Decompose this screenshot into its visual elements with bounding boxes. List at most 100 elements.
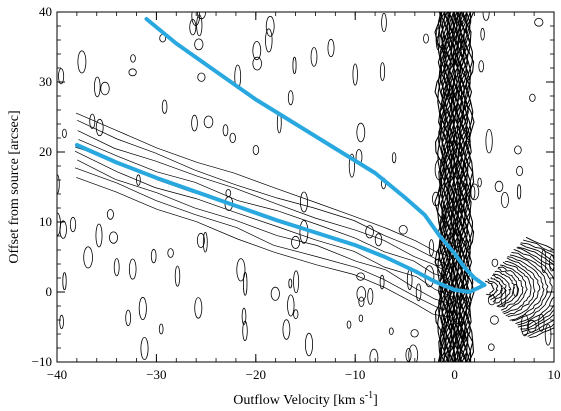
contour-line — [443, 12, 454, 362]
contour-blob — [167, 248, 174, 258]
contour-blob — [100, 81, 110, 96]
contour-blob — [379, 274, 385, 290]
y-axis-title: Offset from source [arcsec] — [7, 110, 22, 263]
x-axis-title: Outflow Velocity [km s-1] — [233, 390, 378, 408]
contour-blob — [109, 231, 119, 244]
contour-blob — [293, 270, 300, 294]
contour-blob — [194, 297, 203, 319]
contour-blob — [113, 258, 120, 277]
series-line-2 — [74, 143, 487, 294]
plot-frame — [56, 11, 555, 363]
contour-blob — [191, 114, 198, 132]
contour-line — [509, 254, 549, 322]
contour-blob — [482, 12, 490, 21]
contour-line — [458, 12, 472, 362]
contour-blob — [348, 153, 355, 178]
y-tick-label: 0 — [46, 284, 53, 299]
contour-blob — [203, 115, 214, 129]
contour-blob — [455, 14, 466, 25]
contour-line — [462, 12, 471, 362]
x-tick-label: −40 — [47, 367, 67, 382]
contour-line — [511, 251, 553, 325]
contour-line — [77, 119, 454, 269]
contour-blob — [327, 38, 335, 58]
contour-line — [500, 264, 528, 313]
contour-blob — [459, 41, 464, 50]
y-tick-label: 30 — [39, 74, 52, 89]
contour-blob — [287, 90, 294, 106]
y-tick-label: 10 — [39, 214, 52, 229]
x-tick-label: 0 — [451, 367, 458, 382]
contour-line — [487, 278, 499, 299]
x-axis-title-text: Outflow Velocity [km s — [233, 393, 365, 408]
contour-line — [513, 248, 554, 326]
contour-blob — [441, 207, 446, 220]
contour-blob — [241, 307, 247, 325]
contour-blob — [431, 191, 440, 207]
contour-line — [507, 256, 545, 321]
contour-blob — [128, 68, 137, 77]
contour-line — [497, 266, 524, 311]
contour-blob — [299, 191, 308, 213]
contour-blob — [288, 278, 293, 289]
contour-blob — [196, 232, 205, 248]
contour-blob — [242, 271, 248, 296]
contour-line — [462, 12, 475, 362]
contour-blob — [480, 27, 485, 41]
contour-blob — [94, 76, 101, 98]
contour-blob — [478, 60, 485, 73]
contour-line — [490, 277, 504, 301]
contour-blob — [516, 184, 522, 200]
y-tick-label: 40 — [39, 4, 52, 19]
contour-line — [493, 273, 512, 304]
ticks-layer — [56, 11, 555, 363]
contour-blob — [252, 41, 262, 61]
contour-field — [57, 12, 554, 362]
contour-blob — [282, 319, 291, 340]
contour-line — [76, 177, 455, 319]
series-line-1 — [144, 17, 487, 287]
contour-blob — [487, 294, 496, 306]
contour-blob — [454, 322, 462, 335]
contour-line — [448, 12, 460, 362]
contour-blob — [388, 327, 394, 335]
y-tick-label: 20 — [39, 144, 52, 159]
contour-blob — [69, 216, 77, 233]
contour-line — [77, 159, 454, 305]
contour-blob — [189, 19, 197, 36]
contour-blob — [487, 343, 495, 351]
contour-blob — [526, 319, 537, 333]
contour-blob — [489, 315, 499, 325]
contour-blob — [150, 248, 157, 264]
contour-line — [78, 139, 456, 282]
contour-blob — [291, 235, 301, 249]
contour-blob — [379, 62, 386, 81]
contour-blob — [544, 323, 552, 346]
contour-blob — [406, 269, 413, 291]
contour-blob — [485, 128, 493, 154]
contour-blob — [435, 27, 441, 51]
contour-line — [502, 261, 532, 315]
contour-blob — [287, 294, 295, 317]
contour-blob — [451, 229, 462, 249]
tick-labels-layer: −40 −30 −20 −10 0 10 −10 0 10 20 30 40 — [32, 4, 561, 382]
contour-blob — [434, 258, 442, 267]
contour-blob — [59, 314, 64, 329]
contour-blob — [265, 15, 275, 37]
contour-blob — [500, 287, 507, 308]
contour-blob — [128, 258, 137, 280]
contour-blob — [95, 118, 104, 137]
contour-blob — [356, 122, 366, 143]
contour-blob — [225, 189, 232, 198]
contour-blob — [130, 54, 136, 63]
contour-blob — [415, 283, 422, 302]
contour-line — [444, 12, 455, 362]
contour-blob — [513, 283, 518, 297]
contour-blob — [514, 145, 522, 155]
contour-blob — [265, 28, 273, 53]
contour-line — [465, 12, 474, 362]
contour-blob — [381, 12, 387, 33]
contour-blob — [374, 233, 383, 247]
contour-blob — [405, 348, 412, 362]
contour-blob — [197, 12, 206, 20]
